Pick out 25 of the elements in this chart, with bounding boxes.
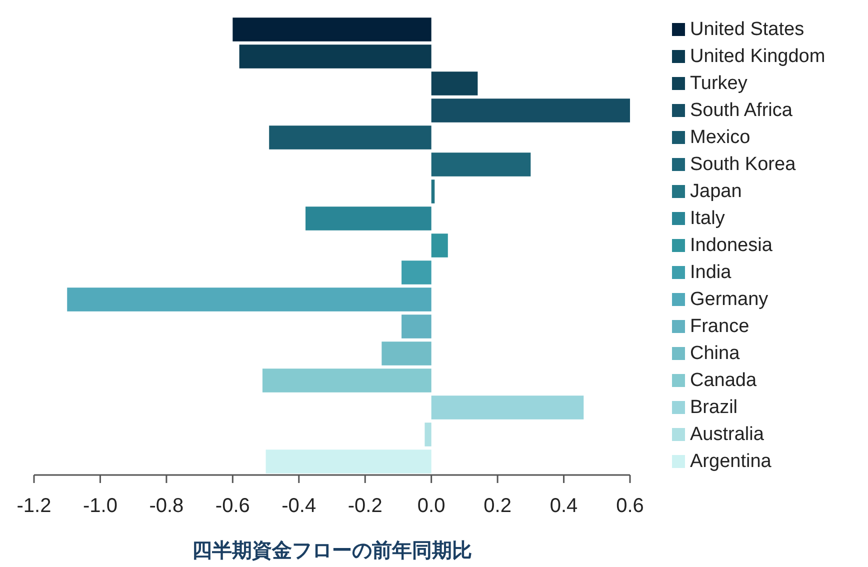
y-tick-label: Italy [690,208,726,229]
x-tick-label: 0.0 [417,495,446,517]
x-axis-title: 四半期資金フローの前年同期比 [192,540,472,562]
y-tick-label: Mexico [690,127,750,148]
y-tick-label: France [690,316,750,337]
x-tick-label: -0.8 [149,495,184,517]
y-tick-label: Australia [690,424,764,445]
y-tick-label: Indonesia [690,235,773,256]
x-tick-label: -0.4 [282,495,316,517]
x-tick-label: -1.2 [16,495,52,517]
y-tick-label: Japan [690,181,742,202]
y-tick-label: Argentina [690,451,772,472]
y-tick-label: Germany [690,289,769,310]
x-tick-label: -1.0 [82,495,118,517]
y-tick-label: China [690,343,740,364]
y-tick-label: Brazil [690,397,738,418]
x-tick-label: 0.2 [484,495,512,517]
x-tick-label: -0.2 [348,495,382,517]
x-tick-label: 0.4 [550,495,578,517]
y-tick-label: South Africa [690,100,793,121]
x-tick-label: -0.6 [215,495,250,517]
y-tick-label: India [690,262,732,283]
x-tick-label: 0.6 [616,495,644,517]
y-tick-label: Turkey [690,73,748,94]
y-tick-label: Canada [690,370,757,391]
